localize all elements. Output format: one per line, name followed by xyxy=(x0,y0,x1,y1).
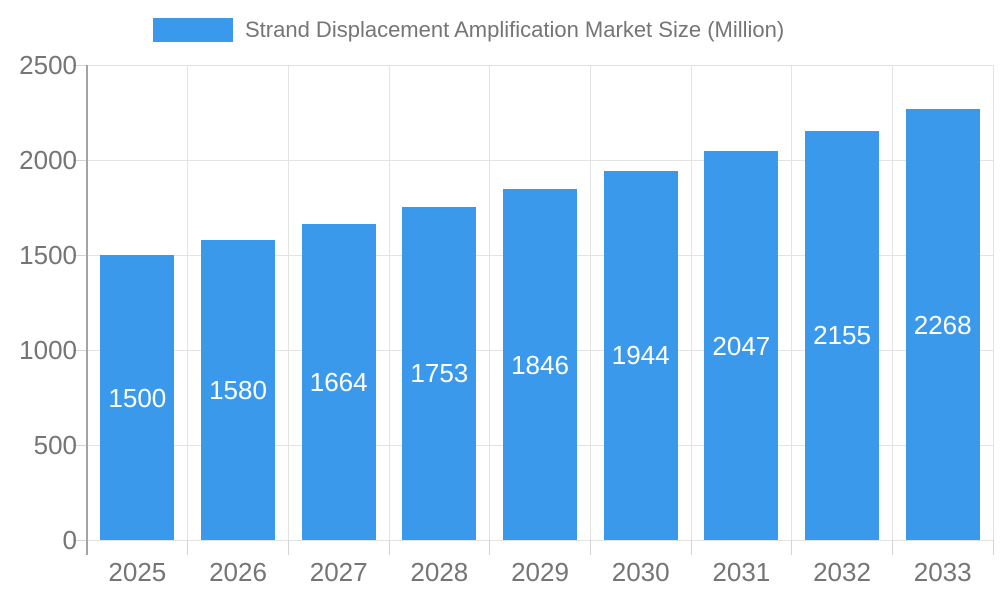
x-axis-tick xyxy=(287,540,289,555)
x-gridline xyxy=(388,65,390,540)
x-axis-tick xyxy=(388,540,390,555)
bar[interactable] xyxy=(503,189,577,540)
y-gridline xyxy=(87,539,993,541)
y-axis-tick xyxy=(73,64,87,66)
bar[interactable] xyxy=(402,206,477,540)
y-axis-tick xyxy=(73,159,87,161)
x-gridline xyxy=(690,65,692,540)
y-axis-label: 1000 xyxy=(19,335,77,365)
bar[interactable] xyxy=(201,239,275,540)
bar[interactable] xyxy=(301,223,376,540)
y-axis-label: 1500 xyxy=(19,240,77,270)
x-gridline xyxy=(992,65,994,540)
y-axis-tick xyxy=(73,254,87,256)
y-axis-tick xyxy=(73,349,87,351)
x-axis-label: 2030 xyxy=(611,557,670,587)
x-axis-tick xyxy=(489,540,491,555)
x-axis-label: 2027 xyxy=(309,557,368,587)
x-axis-tick xyxy=(992,540,994,555)
x-gridline xyxy=(589,65,591,540)
bar[interactable] xyxy=(905,109,980,540)
bar[interactable] xyxy=(805,130,879,540)
x-axis-label: 2028 xyxy=(410,557,469,587)
x-axis-tick xyxy=(690,540,692,555)
bar[interactable] xyxy=(704,151,779,540)
y-axis-label: 500 xyxy=(33,430,77,460)
x-axis-tick xyxy=(187,540,189,555)
bar[interactable] xyxy=(100,255,175,540)
legend[interactable]: Strand Displacement Amplification Market… xyxy=(153,17,784,43)
x-axis-tick xyxy=(791,540,793,555)
x-axis-label: 2031 xyxy=(712,557,771,587)
chart-title: Strand Displacement Amplification Market… xyxy=(245,17,785,42)
legend-swatch[interactable] xyxy=(153,18,233,42)
x-axis-label: 2032 xyxy=(813,557,871,587)
x-axis-label: 2026 xyxy=(209,557,267,587)
y-axis-label: 2000 xyxy=(19,145,77,175)
x-gridline xyxy=(187,65,189,540)
y-gridline xyxy=(87,159,993,161)
y-axis-line xyxy=(86,65,88,555)
x-gridline xyxy=(287,65,289,540)
y-gridline xyxy=(87,64,993,66)
bar[interactable] xyxy=(603,170,678,540)
y-axis-label: 0 xyxy=(62,525,77,555)
x-axis-label: 2025 xyxy=(108,557,167,587)
x-gridline xyxy=(891,65,893,540)
y-axis-label: 2500 xyxy=(19,50,77,80)
x-gridline xyxy=(489,65,491,540)
x-axis-tick xyxy=(589,540,591,555)
y-axis-tick xyxy=(73,539,87,541)
x-gridline xyxy=(791,65,793,540)
x-axis-tick xyxy=(891,540,893,555)
y-axis-tick xyxy=(73,444,87,446)
x-axis-label: 2029 xyxy=(511,557,569,587)
x-axis-label: 2033 xyxy=(913,557,972,587)
